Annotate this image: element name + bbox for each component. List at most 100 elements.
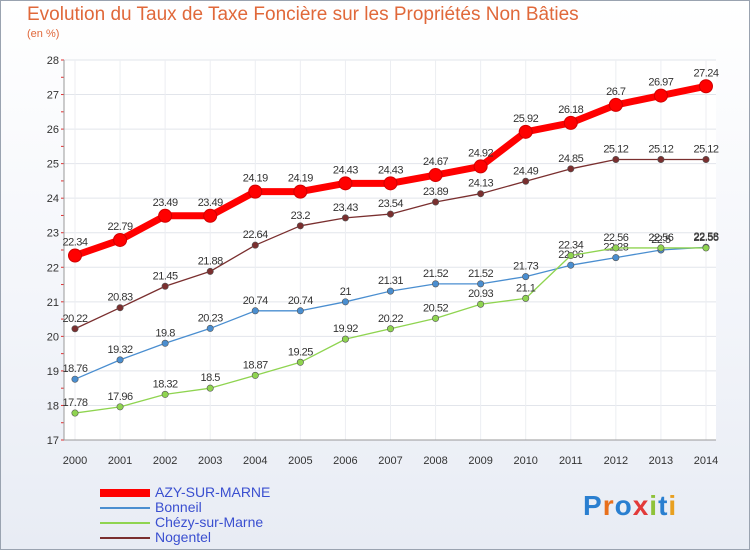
data-point-chezy-sur-marne (702, 244, 710, 252)
data-label-chezy-sur-marne: 18.32 (153, 378, 178, 390)
data-point-nogentel (341, 214, 349, 222)
legend-swatch-chezy (100, 522, 150, 524)
data-label-nogentel: 24.85 (558, 153, 583, 165)
x-tick-label: 2006 (333, 455, 357, 467)
x-tick-label: 2013 (649, 455, 673, 467)
data-point-chezy-sur-marne (477, 300, 485, 308)
x-tick-label: 2009 (468, 455, 492, 467)
y-tick-label: 22 (47, 262, 59, 274)
legend-swatch-azy (100, 489, 150, 497)
data-label-bonneil: 21.52 (423, 268, 448, 280)
data-label-nogentel: 23.43 (333, 202, 358, 214)
data-point-chezy-sur-marne (251, 371, 259, 379)
data-label-bonneil: 21.52 (468, 268, 493, 280)
data-label-azy-sur-marne: 23.49 (153, 197, 178, 209)
logo-letter: i (668, 490, 678, 521)
logo-letter: x (632, 490, 650, 521)
y-tick-label: 26 (47, 124, 59, 136)
data-label-azy-sur-marne: 26.18 (558, 104, 583, 116)
data-label-chezy-sur-marne: 17.96 (108, 391, 133, 403)
legend-swatch-nogentel (100, 537, 150, 539)
data-point-bonneil (612, 254, 620, 262)
data-point-azy-sur-marne (338, 176, 353, 191)
data-point-chezy-sur-marne (567, 252, 575, 260)
data-label-chezy-sur-marne: 19.25 (288, 346, 313, 358)
data-point-nogentel (657, 155, 665, 163)
data-point-nogentel (296, 222, 304, 230)
legend-label-azy: AZY-SUR-MARNE (155, 484, 271, 500)
data-label-chezy-sur-marne: 17.78 (62, 397, 87, 409)
y-tick-label: 18 (47, 400, 59, 412)
data-point-chezy-sur-marne (341, 335, 349, 343)
data-label-nogentel: 23.89 (423, 186, 448, 198)
data-label-chezy-sur-marne: 22.56 (603, 232, 628, 244)
data-point-bonneil (386, 287, 394, 295)
data-label-chezy-sur-marne: 21.1 (516, 282, 536, 294)
data-point-nogentel (161, 282, 169, 290)
data-label-nogentel: 25.12 (648, 143, 673, 155)
data-label-nogentel: 25.12 (693, 143, 718, 155)
data-point-nogentel (71, 325, 79, 333)
data-label-azy-sur-marne: 27.24 (693, 67, 718, 79)
x-tick-label: 2011 (559, 455, 583, 467)
y-tick-label: 27 (47, 90, 59, 102)
data-point-chezy-sur-marne (206, 384, 214, 392)
data-label-chezy-sur-marne: 19.92 (333, 323, 358, 335)
data-point-bonneil (567, 261, 575, 269)
data-label-azy-sur-marne: 26.7 (606, 86, 626, 98)
data-point-chezy-sur-marne (71, 409, 79, 417)
data-point-azy-sur-marne (428, 168, 443, 183)
x-tick-label: 2000 (63, 455, 87, 467)
data-label-azy-sur-marne: 24.43 (333, 164, 358, 176)
x-tick-label: 2005 (288, 455, 312, 467)
data-label-nogentel: 22.64 (243, 229, 268, 241)
data-point-bonneil (341, 298, 349, 306)
x-tick-label: 2010 (513, 455, 537, 467)
data-point-azy-sur-marne (293, 184, 308, 199)
data-point-bonneil (206, 324, 214, 332)
data-label-bonneil: 22.58 (693, 231, 718, 243)
data-label-bonneil: 21.31 (378, 275, 403, 287)
data-point-nogentel (206, 267, 214, 275)
data-label-azy-sur-marne: 24.19 (243, 173, 268, 185)
x-tick-label: 2002 (153, 455, 177, 467)
x-tick-label: 2012 (604, 455, 628, 467)
data-point-azy-sur-marne (653, 88, 668, 103)
data-label-chezy-sur-marne: 20.93 (468, 288, 493, 300)
data-label-chezy-sur-marne: 18.5 (200, 372, 220, 384)
data-label-nogentel: 20.22 (62, 313, 87, 325)
logo-letter: P (583, 490, 603, 521)
data-point-azy-sur-marne (608, 97, 623, 112)
data-label-bonneil: 20.74 (288, 295, 313, 307)
legend-label-chezy: Chézy-sur-Marne (155, 514, 264, 530)
data-label-bonneil: 20.23 (198, 312, 223, 324)
data-point-azy-sur-marne (158, 208, 173, 223)
data-point-chezy-sur-marne (657, 244, 665, 252)
data-point-azy-sur-marne (518, 124, 533, 139)
data-label-azy-sur-marne: 25.92 (513, 113, 538, 125)
data-label-azy-sur-marne: 24.43 (378, 164, 403, 176)
data-label-chezy-sur-marne: 20.52 (423, 302, 448, 314)
data-label-nogentel: 24.49 (513, 165, 538, 177)
data-label-bonneil: 22.5 (651, 234, 671, 246)
data-label-bonneil: 19.32 (108, 344, 133, 356)
data-label-chezy-sur-marne: 22.56 (648, 232, 673, 244)
data-point-azy-sur-marne (563, 115, 578, 130)
x-tick-label: 2008 (423, 455, 447, 467)
data-point-azy-sur-marne (698, 79, 713, 94)
data-point-chezy-sur-marne (161, 390, 169, 398)
x-tick-label: 2003 (198, 455, 222, 467)
data-label-chezy-sur-marne: 18.87 (243, 359, 268, 371)
data-point-bonneil (296, 307, 304, 315)
data-point-bonneil (116, 356, 124, 364)
data-label-nogentel: 21.88 (198, 255, 223, 267)
x-tick-label: 2007 (378, 455, 402, 467)
data-label-azy-sur-marne: 23.49 (198, 197, 223, 209)
y-tick-label: 28 (47, 55, 59, 67)
data-point-nogentel (567, 165, 575, 173)
y-tick-label: 20 (47, 331, 59, 343)
logo-letter: r (602, 490, 615, 521)
y-tick-label: 21 (47, 297, 59, 309)
x-tick-label: 2004 (243, 455, 267, 467)
data-label-bonneil: 19.8 (155, 327, 175, 339)
